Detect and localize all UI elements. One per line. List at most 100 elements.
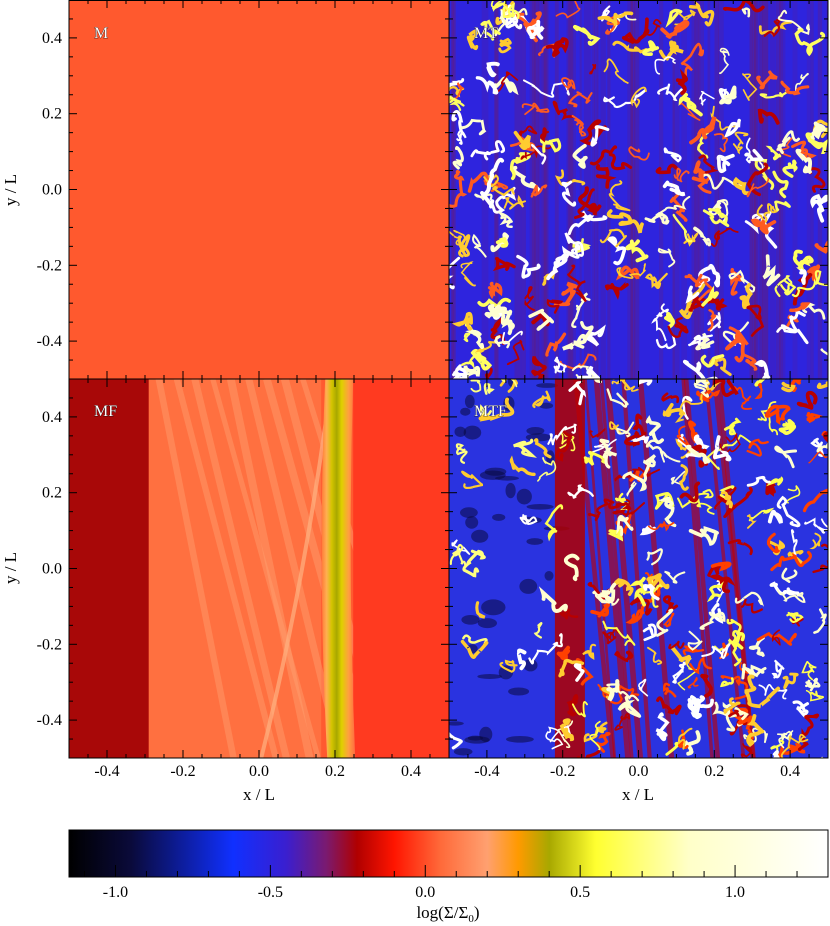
- panel-mtf-filament: [638, 678, 649, 697]
- panel-mt-filament: [699, 90, 715, 106]
- panel-mtf-filament: [528, 633, 563, 665]
- panel-mtf-filament: [786, 611, 804, 624]
- panel-mtf-filament: [617, 695, 642, 718]
- panel-mtf-filament: [746, 438, 769, 457]
- panel-mtf-filament: [688, 526, 719, 546]
- panel-mf: [69, 379, 449, 758]
- axis-ticks: [69, 0, 828, 758]
- panel-mt-streak: [596, 0, 600, 379]
- panel-mt-filament: [792, 249, 814, 271]
- panel-mtf-filament: [613, 578, 634, 596]
- panel-mt-filament: [606, 209, 644, 234]
- panel-mt-streak: [593, 0, 598, 379]
- panel-mtf-void: [492, 513, 506, 521]
- y-tick-label: 0.2: [42, 106, 62, 123]
- panel-mtf-filament: [626, 481, 637, 497]
- panel-mt-streak: [792, 0, 798, 379]
- panel-mt-filament: [673, 167, 690, 183]
- panel-mt-filament: [490, 140, 506, 154]
- panel-mt-streak: [579, 0, 582, 379]
- panel-label-mf: MF: [94, 403, 117, 420]
- panel-mt-filament: [449, 95, 465, 111]
- panel-mtf-filament: [712, 435, 732, 462]
- colorbar-tick-labels: -1.0 -0.5 0.0 0.5 1.0: [103, 884, 745, 901]
- colorbar-ticks: [83, 865, 798, 877]
- panel-mt-filament: [480, 157, 505, 209]
- panel-mtf-filament: [746, 475, 771, 487]
- panel-mtf-filament: [671, 661, 686, 684]
- panel-mtf-filament: [589, 720, 601, 751]
- panel-mt-filament: [669, 191, 688, 222]
- panel-mt-filament: [665, 8, 683, 28]
- panel-mtf-void: [464, 736, 490, 744]
- panel-mtf-filament: [687, 695, 705, 714]
- x-tick-label: 0.4: [401, 763, 421, 780]
- panel-mtf-void: [506, 736, 534, 743]
- panel-mtf-filament: [688, 420, 698, 444]
- panel-mtf-filament: [740, 598, 763, 614]
- panel-mt-filament: [552, 100, 574, 121]
- panel-mt-filament: [459, 118, 487, 136]
- panel-mtf-filament: [797, 713, 820, 751]
- panel-mt-filament: [553, 281, 578, 307]
- panel-mtf-filament: [602, 628, 619, 645]
- panel-mtf-filament: [781, 381, 796, 393]
- y-tick-label: -0.2: [37, 257, 62, 274]
- panel-mtf-filament: [772, 750, 780, 758]
- panel-mtf-filament: [455, 443, 468, 464]
- panel-m: [69, 0, 449, 379]
- panel-mt-filament: [742, 73, 758, 101]
- panel-mtf-filament: [774, 445, 798, 469]
- panel-mtf-void: [460, 507, 478, 518]
- panel-mt-filament: [680, 42, 705, 77]
- panel-mt-filament: [753, 360, 771, 379]
- panel-mt-streak: [630, 0, 634, 379]
- x-tick-label: 0.0: [249, 763, 269, 780]
- panel-mtf-filament: [646, 548, 663, 566]
- y-tick-label: 0.0: [42, 182, 62, 199]
- panel-mt-filament: [750, 218, 777, 235]
- panel-mt-filament: [472, 233, 487, 258]
- panel-mt-filament: [616, 263, 646, 279]
- panel-mt-filament: [756, 70, 778, 90]
- panel-mt-filament: [660, 19, 690, 39]
- panel-mtf-filament: [658, 496, 677, 528]
- panel-mtf-void: [539, 402, 554, 409]
- panel-mt-streak: [707, 0, 711, 379]
- panel-mtf-filament: [754, 379, 766, 387]
- panel-mtf-filament: [670, 470, 686, 485]
- panel-mtf-filament: [726, 618, 742, 644]
- panel-mtf-filament: [583, 450, 607, 466]
- panel-mt-filament: [663, 147, 682, 163]
- panel-mt-filament: [486, 61, 500, 78]
- panel-mtf-void: [477, 674, 502, 679]
- panel-mtf-filament: [687, 676, 699, 689]
- y-axis-label-top: y / L: [1, 174, 20, 206]
- panel-mt-filament: [746, 177, 770, 198]
- panel-mt-filament: [498, 37, 512, 54]
- panel-mt-filament: [722, 0, 765, 13]
- panel-mt-streak: [714, 0, 720, 379]
- panel-mt-filament: [691, 160, 705, 183]
- panel-mt: [449, 0, 828, 379]
- colorbar-tick-label: -0.5: [258, 884, 283, 901]
- panel-mt-filament: [516, 254, 541, 279]
- panel-mtf-filament: [647, 521, 675, 532]
- panel-mt-filament: [794, 28, 826, 57]
- colorbar-label: log(Σ/Σ0): [416, 903, 479, 925]
- panel-mt-filament: [578, 186, 602, 216]
- panel-mtf-filament: [661, 392, 680, 404]
- panel-mt-streak: [570, 0, 576, 379]
- panel-mt-filament: [667, 316, 689, 339]
- panel-mt-filament: [506, 339, 525, 366]
- panel-mtf-filament: [654, 492, 675, 510]
- panel-mtf-filament: [670, 645, 692, 665]
- panel-mt-filament: [688, 0, 715, 27]
- panel-mtf-filament: [643, 454, 657, 468]
- panel-mt-filament: [449, 169, 468, 208]
- panel-mt-streak: [817, 0, 823, 379]
- panel-mt-filament: [780, 80, 810, 96]
- panel-mtf-filament: [614, 650, 634, 663]
- panel-mtf-filament: [513, 438, 538, 458]
- panel-mtf-filament: [778, 730, 794, 749]
